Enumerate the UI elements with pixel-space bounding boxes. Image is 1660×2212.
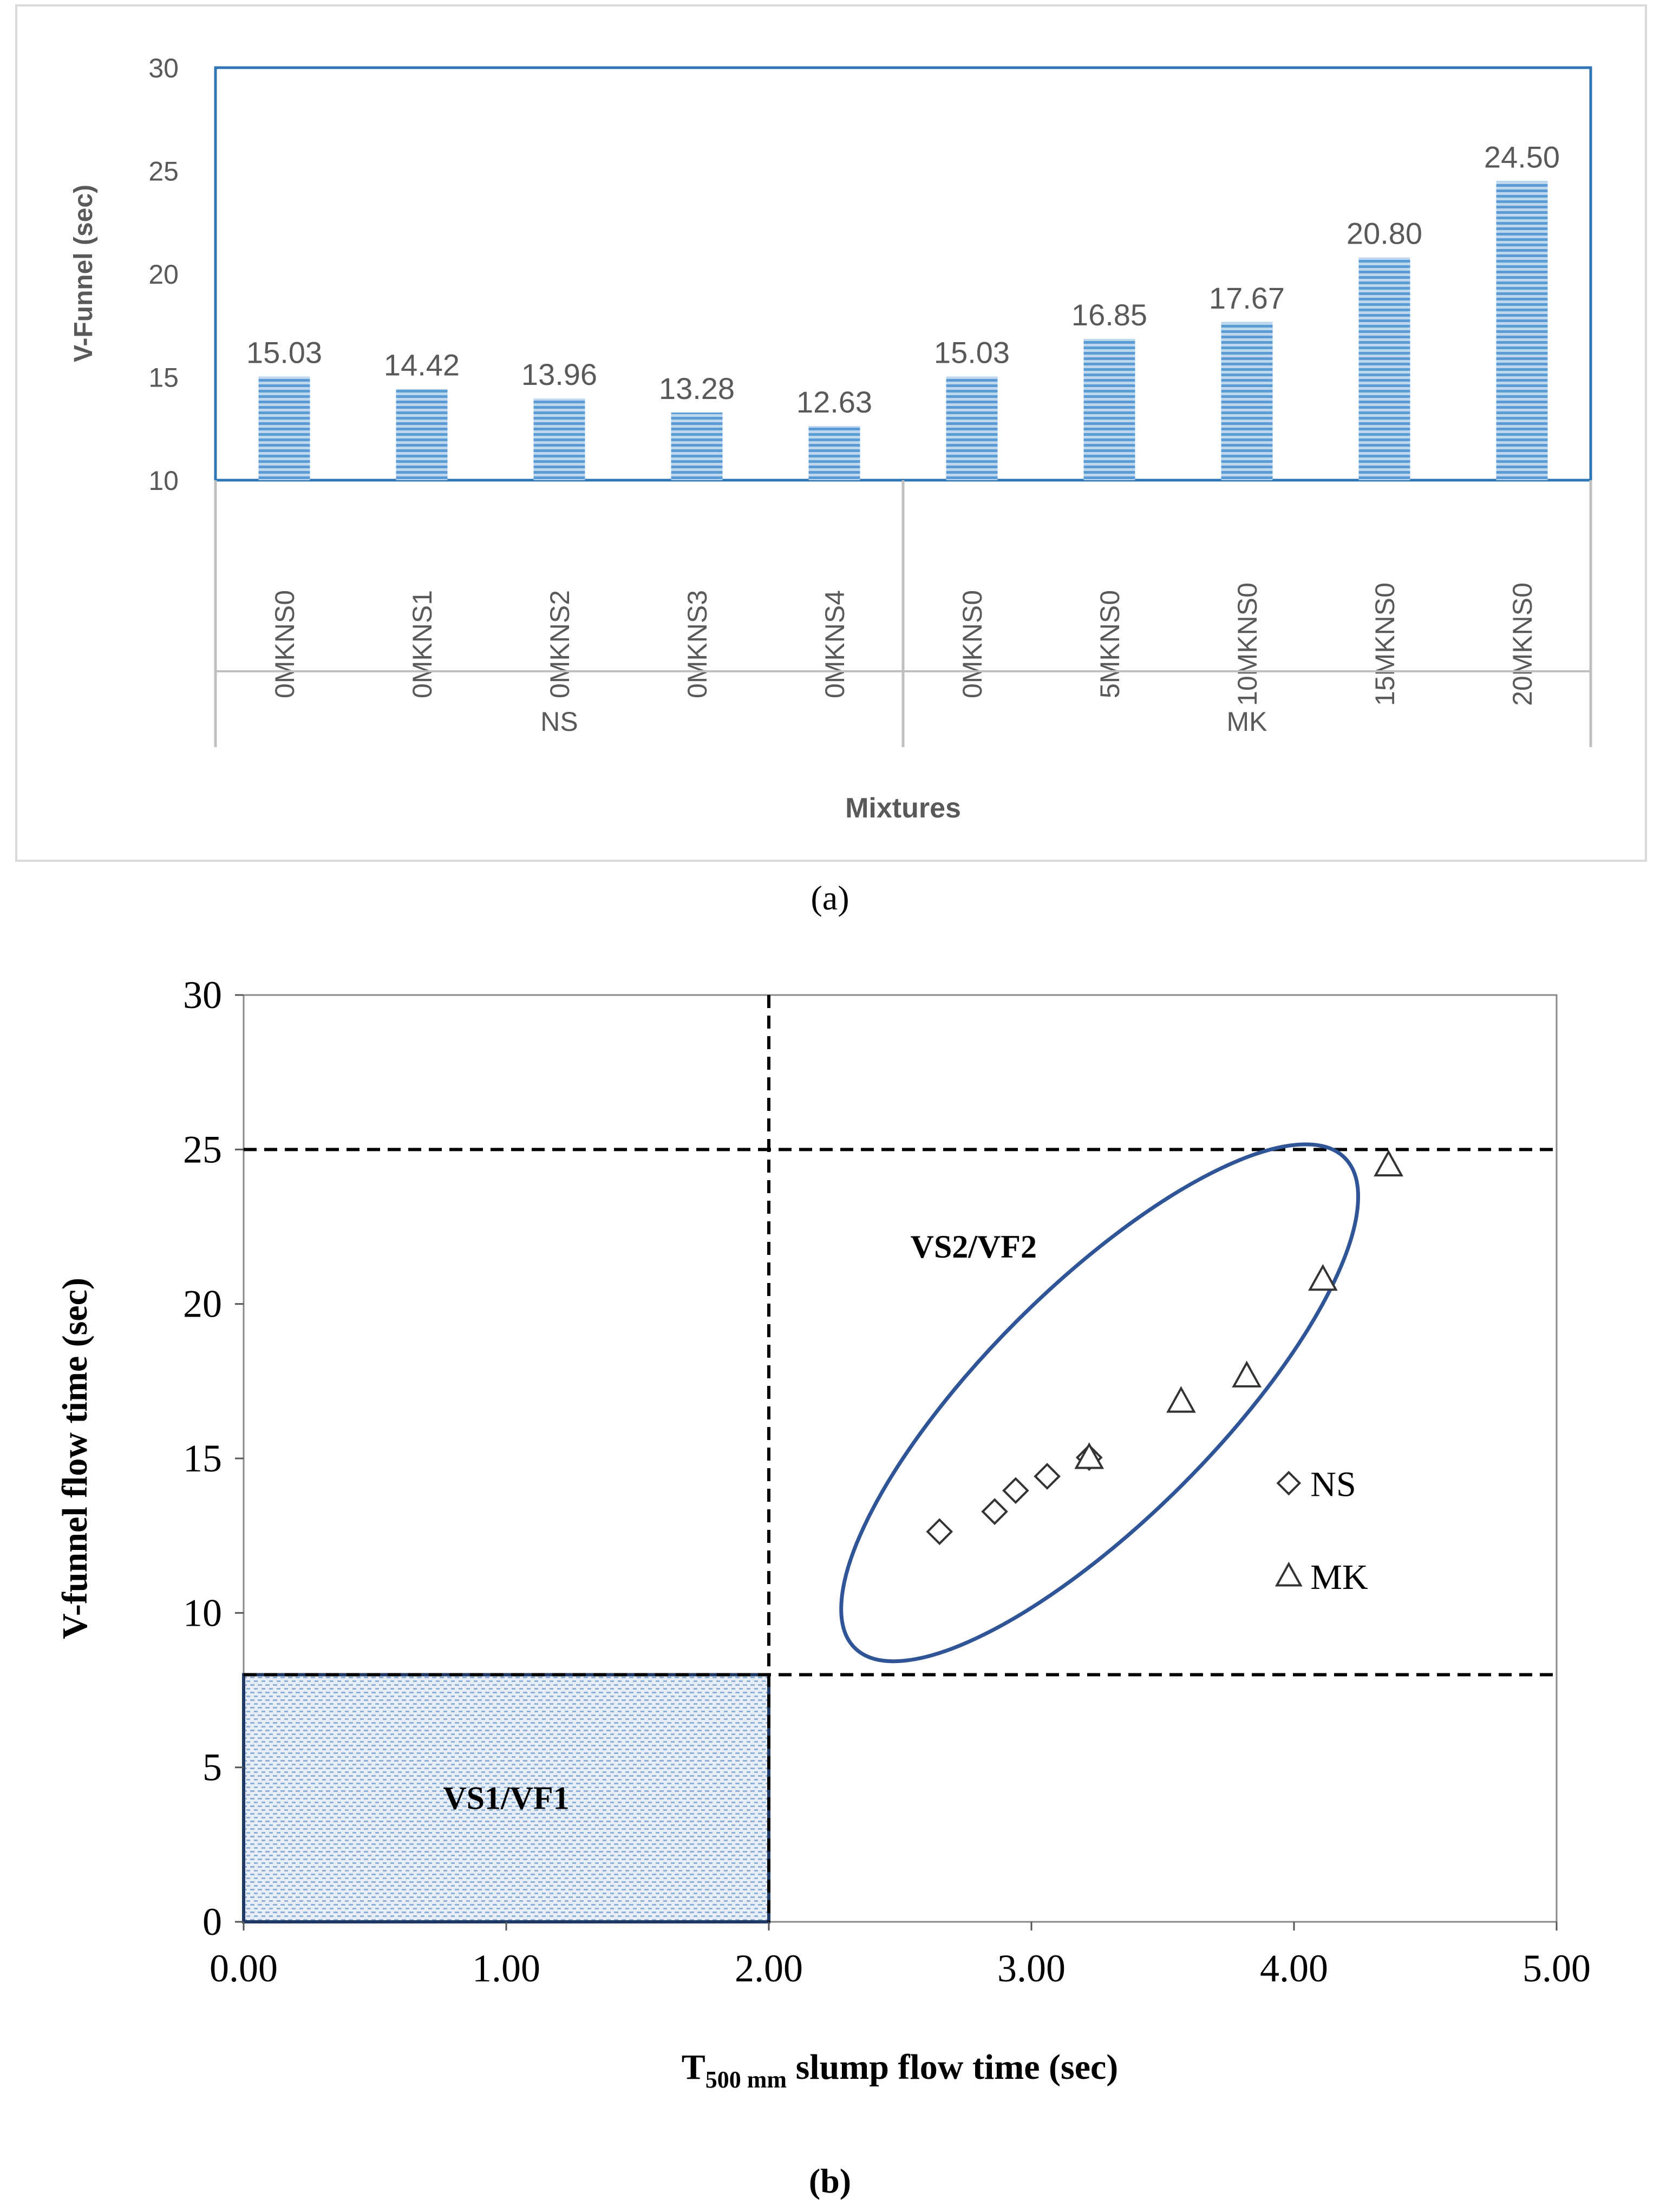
y-tick-label: 5	[202, 1746, 222, 1789]
region-label-vs1-vf1: VS1/VF1	[443, 1781, 569, 1816]
bar-value-label: 13.96	[521, 357, 597, 391]
data-point-ns	[981, 1498, 1008, 1525]
x-tick-label: 5.00	[1522, 1947, 1591, 1990]
bar-value-label: 15.03	[246, 335, 322, 369]
y-tick-label: 0	[202, 1900, 222, 1943]
category-label: 0MKNS3	[682, 590, 713, 698]
x-label-subscript: 500 mm	[705, 2066, 787, 2093]
y-tick-label: 15	[148, 363, 179, 393]
bar-value-label: 16.85	[1071, 298, 1147, 332]
y-tick-label: 25	[148, 156, 179, 187]
legend-marker-ns	[1276, 1470, 1302, 1496]
bar-value-label: 20.80	[1347, 217, 1422, 251]
bar-value-label: 14.42	[384, 348, 460, 382]
group-label: MK	[1227, 706, 1267, 737]
bar	[1221, 322, 1273, 480]
data-point-ns	[1002, 1477, 1029, 1504]
bar-value-label: 24.50	[1484, 140, 1560, 174]
x-tick-label: 4.00	[1260, 1947, 1328, 1990]
bar	[533, 398, 585, 480]
bar	[671, 413, 723, 480]
category-label: 20MKNS0	[1507, 583, 1538, 706]
bar-value-label: 13.28	[659, 371, 735, 405]
data-point-ns	[1034, 1463, 1061, 1490]
chart-a-x-axis-label: Mixtures	[845, 793, 961, 824]
bar-value-label: 17.67	[1209, 281, 1285, 315]
y-tick-label: 15	[183, 1437, 222, 1480]
data-point-ns	[926, 1518, 953, 1546]
bar	[946, 376, 998, 480]
chart-b-x-axis-label: T500 mm slump flow time (sec)	[682, 2047, 1119, 2093]
data-point-mk	[1308, 1264, 1338, 1291]
category-label: 0MKNS0	[270, 590, 300, 698]
bar	[1358, 257, 1410, 480]
x-label-main: T	[682, 2047, 705, 2087]
bar	[1496, 181, 1548, 480]
bar-value-label: 15.03	[934, 335, 1010, 369]
category-label: 0MKNS4	[820, 590, 850, 698]
panel-label-b: (b)	[809, 2162, 851, 2200]
data-point-mk	[1074, 1442, 1105, 1469]
x-tick-label: 3.00	[997, 1947, 1066, 1990]
data-point-mk	[1374, 1149, 1403, 1177]
category-label: 0MKNS1	[407, 590, 437, 698]
group-label: NS	[540, 706, 578, 737]
legend-marker-mk	[1275, 1561, 1303, 1587]
chart-a-y-axis-label: V-Funnel (sec)	[69, 185, 98, 362]
y-tick-label: 25	[183, 1128, 222, 1171]
x-tick-label: 0.00	[210, 1947, 278, 1990]
y-tick-label: 10	[148, 466, 179, 496]
y-tick-label: 10	[183, 1591, 222, 1634]
bar	[258, 376, 310, 480]
region-vs1-vf1	[242, 1673, 770, 1923]
x-tick-label: 1.00	[472, 1947, 540, 1990]
x-label-rest: slump flow time (sec)	[787, 2047, 1118, 2087]
legend-label-mk: MK	[1310, 1557, 1368, 1597]
panel-label-a: (a)	[811, 879, 849, 917]
category-label: 0MKNS2	[545, 590, 575, 698]
bar	[396, 389, 448, 480]
category-label: 0MKNS0	[957, 590, 988, 698]
figure-a-bar-chart: 10 15 20 25 30 15.03 14.42 13.96 13.28 12.63 15.0…	[15, 4, 1647, 917]
y-tick-label: 30	[183, 973, 222, 1017]
region-label-vs2-vf2: VS2/VF2	[911, 1229, 1037, 1265]
chart-b-y-axis-label: V-funnel flow time (sec)	[55, 1278, 95, 1639]
bar-value-label: 12.63	[796, 385, 872, 419]
category-label: 5MKNS0	[1095, 590, 1125, 698]
legend-label-ns: NS	[1310, 1465, 1356, 1504]
y-tick-label: 20	[148, 259, 179, 290]
x-tick-label: 2.00	[735, 1947, 803, 1990]
y-tick-label: 30	[148, 53, 179, 83]
bar	[808, 426, 860, 480]
data-point-mk	[1232, 1360, 1262, 1388]
bar	[1083, 339, 1135, 480]
y-tick-label: 20	[183, 1282, 222, 1326]
region-vs2-vf2-ellipse	[839, 1142, 1361, 1664]
category-label: 10MKNS0	[1232, 583, 1263, 706]
category-label: 15MKNS0	[1370, 583, 1400, 706]
data-point-mk	[1166, 1386, 1196, 1413]
